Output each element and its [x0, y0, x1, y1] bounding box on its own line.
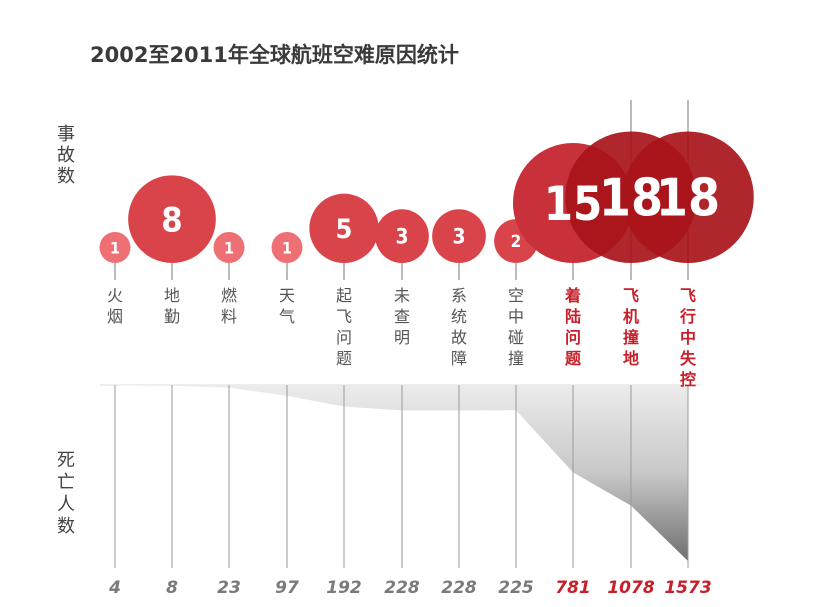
bubble-value: 18 [599, 169, 663, 229]
bubble-value: 2 [511, 232, 522, 252]
category-label-char: 题 [565, 349, 582, 368]
category-label-char: 题 [336, 349, 352, 368]
category-label-char: 陆 [565, 307, 581, 326]
category-label-char: 飞 [336, 307, 352, 326]
bubble [213, 232, 245, 263]
bubble-value: 3 [395, 225, 408, 249]
ylabel-deaths-char: 数 [57, 516, 75, 537]
death-value: 97 [275, 578, 299, 598]
category-label-char: 气 [279, 307, 295, 326]
ylabel-deaths-char: 亡 [57, 472, 75, 493]
category-label-char: 统 [451, 307, 467, 326]
bubble-value: 1 [224, 238, 234, 257]
bubble-value: 18 [656, 169, 720, 229]
ylabel-deaths-char: 人 [57, 494, 75, 515]
chart-title: 2002至2011年全球航班空难原因统计 [90, 43, 459, 67]
bubble [309, 193, 379, 263]
category-label-char: 料 [221, 307, 237, 326]
ylabel-deaths-char: 死 [57, 450, 75, 471]
category-label-char: 碰 [508, 328, 524, 347]
bubble [271, 232, 303, 263]
category-label-char: 问 [336, 328, 352, 347]
bubble-value: 1 [282, 238, 292, 257]
category-label-char: 烟 [107, 307, 123, 326]
death-value: 228 [441, 578, 477, 598]
category-label-char: 明 [394, 328, 410, 347]
category-label-char: 火 [107, 286, 123, 305]
category-label-char: 中 [680, 328, 696, 347]
category-label-char: 空 [508, 286, 524, 305]
category-label-char: 地 [623, 349, 639, 368]
ylabel-accidents-char: 数 [57, 166, 75, 187]
category-label-char: 天 [279, 286, 295, 305]
category-label-char: 撞 [623, 328, 639, 347]
death-value: 1078 [607, 578, 654, 598]
death-value: 192 [326, 578, 362, 598]
category-label-char: 行 [679, 307, 696, 326]
category-label-char: 飞 [623, 286, 639, 305]
category-label-char: 中 [508, 307, 524, 326]
bubble [432, 209, 486, 263]
bubble-value: 3 [452, 225, 465, 249]
category-label-char: 飞 [680, 286, 696, 305]
death-value: 8 [166, 578, 178, 598]
death-value: 23 [217, 578, 241, 598]
category-label-char: 燃 [221, 286, 237, 305]
category-label-char: 机 [623, 307, 639, 326]
category-label-char: 障 [451, 349, 467, 368]
deaths-area [115, 385, 688, 561]
category-label-char: 失 [680, 349, 697, 368]
ylabel-accidents-char: 事 [57, 124, 75, 145]
category-label-char: 勤 [164, 307, 180, 326]
category-label-char: 着 [564, 286, 581, 305]
category-label-char: 问 [565, 328, 581, 347]
death-value: 4 [108, 578, 121, 598]
bubble [99, 232, 131, 263]
bubble-value: 15 [544, 178, 603, 232]
death-value: 781 [555, 578, 591, 598]
y-axis-label-accidents: 事故数 [57, 124, 75, 187]
category-label-char: 未 [394, 286, 410, 305]
bubble-value: 1 [110, 238, 120, 257]
ylabel-accidents-char: 故 [57, 145, 75, 166]
bubble [622, 131, 754, 263]
category-label-char: 起 [336, 286, 352, 305]
death-value: 1573 [664, 578, 711, 598]
category-label-char: 系 [451, 286, 467, 305]
category-label-char: 地 [164, 286, 180, 305]
bubble-value: 5 [336, 214, 353, 245]
category-label-char: 故 [451, 328, 467, 347]
death-value: 225 [498, 578, 534, 598]
bubble-value: 8 [161, 200, 182, 240]
bubble [375, 209, 429, 263]
category-label-char: 撞 [508, 349, 524, 368]
death-value: 228 [384, 578, 420, 598]
bubble [128, 175, 216, 263]
category-label-char: 控 [680, 370, 696, 389]
death-labels: 4 8 23 97 192 228 228 225 781 1078 1573 [108, 578, 712, 598]
category-label-char: 查 [394, 307, 410, 326]
